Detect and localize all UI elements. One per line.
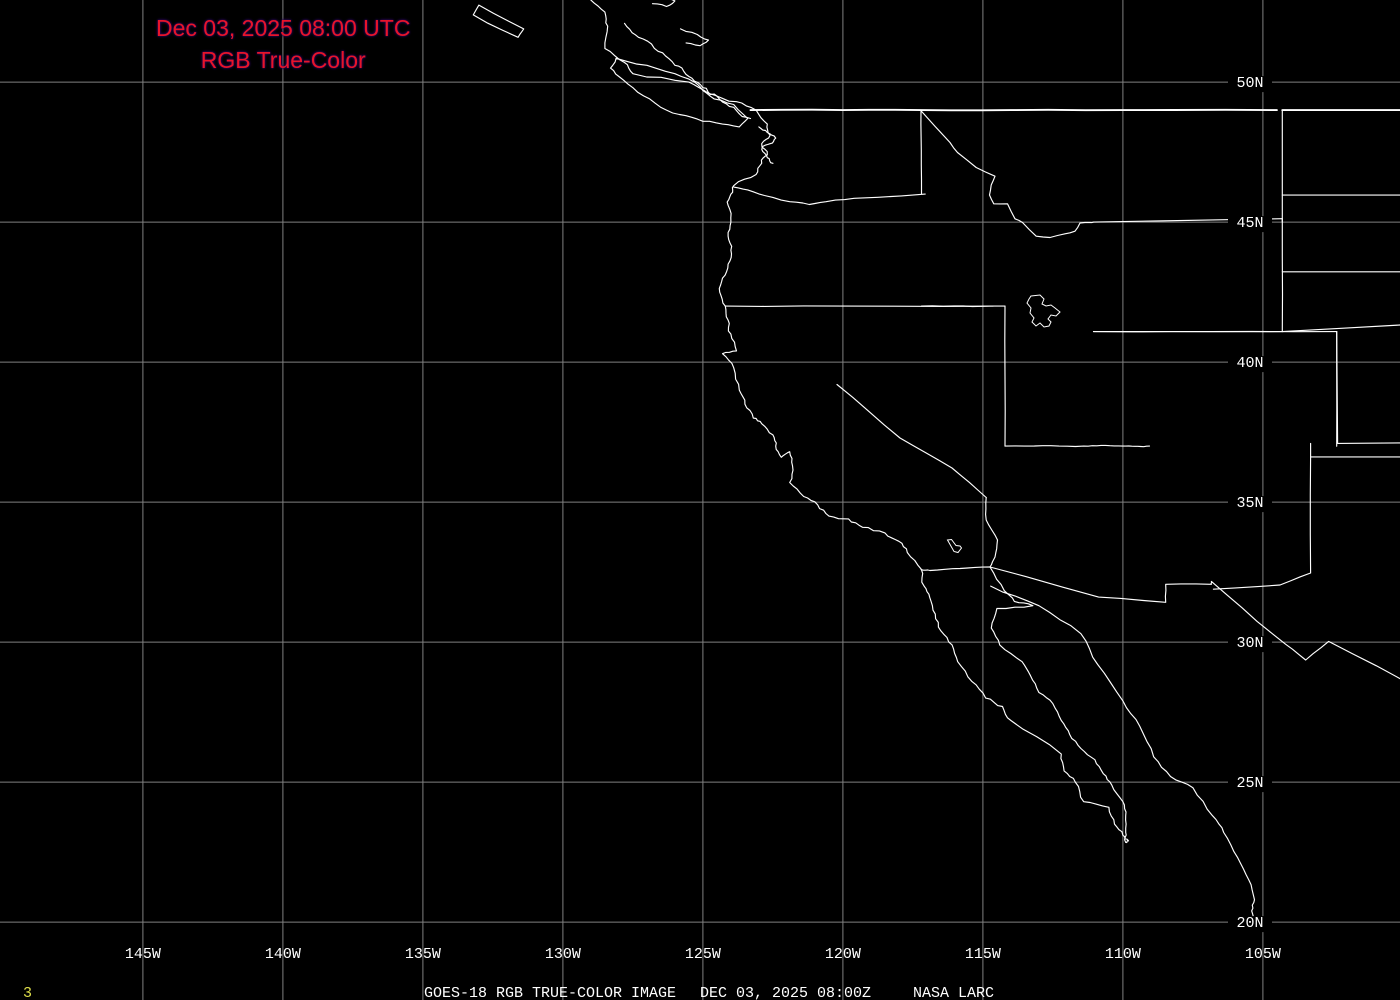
svg-text:25N: 25N [1236,775,1263,792]
svg-text:45N: 45N [1236,215,1263,232]
svg-text:110W: 110W [1105,946,1141,963]
svg-text:130W: 130W [545,946,581,963]
svg-text:120W: 120W [825,946,861,963]
svg-text:105W: 105W [1245,946,1281,963]
svg-text:140W: 140W [265,946,301,963]
svg-text:40N: 40N [1236,355,1263,372]
svg-text:30N: 30N [1236,635,1263,652]
svg-text:145W: 145W [125,946,161,963]
svg-text:35N: 35N [1236,495,1263,512]
svg-text:115W: 115W [965,946,1001,963]
svg-text:50N: 50N [1236,75,1263,92]
svg-text:125W: 125W [685,946,721,963]
svg-text:135W: 135W [405,946,441,963]
svg-text:20N: 20N [1236,915,1263,932]
